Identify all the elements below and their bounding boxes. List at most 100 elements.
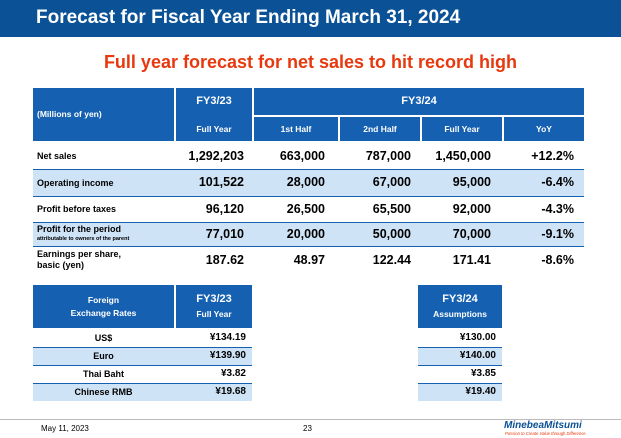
fx-divider [33,365,252,366]
cell-yoy: -4.3% [541,202,574,216]
row-divider [33,222,584,223]
col-yoy: YoY [536,124,552,134]
fy24-label: FY3/24 [401,95,437,107]
fx-row: Chinese RMB ¥19.68 [33,384,252,401]
col-1st-half-cell: 1st Half [254,117,338,141]
cell-1st-half: 663,000 [279,149,325,163]
table-row: Net sales 1,292,203 663,000 787,000 1,45… [33,143,584,170]
fx-divider [418,365,502,366]
fx-assumption-row: ¥19.40 [418,384,502,401]
cell-fy24-full-year: 95,000 [452,175,491,189]
fx-currency: Euro [93,351,114,361]
cell-yoy: +12.2% [531,149,574,163]
row-label: Net sales [37,151,77,161]
col-fy24-full-year: Full Year [444,124,480,134]
col-fy24-full-year-cell: Full Year [422,117,502,141]
cell-2nd-half: 787,000 [365,149,411,163]
fx-fy24-line2: Assumptions [433,309,487,319]
fx-divider [33,383,252,384]
fx-fy23-rate: ¥134.19 [209,332,246,343]
fx-fy23-rate: ¥19.68 [215,386,246,397]
fx-fy24-rate: ¥3.85 [470,368,496,379]
row-label: Profit for the period [37,224,121,234]
table-row: Operating income 101,522 28,000 67,000 9… [33,170,584,196]
fx-divider [418,347,502,348]
fx-fy23-header-cell: FY3/23 Full Year [176,285,252,328]
col-2nd-half-cell: 2nd Half [340,117,420,141]
fx-row: US$ ¥134.19 [33,330,252,347]
row-label: Operating income [37,178,114,188]
cell-fy24-full-year: 92,000 [452,202,491,216]
page-subtitle: Full year forecast for net sales to hit … [103,52,518,72]
cell-yoy: -8.6% [541,253,574,267]
footer-date: May 11, 2023 [41,424,89,433]
page-title: Forecast for Fiscal Year Ending March 31… [36,7,461,28]
row-label: Earnings per share, [37,249,122,259]
cell-yoy: -9.1% [541,227,574,241]
row-label: Profit before taxes [37,204,117,214]
fx-currency: Thai Baht [82,369,124,379]
row-sublabel: basic (yen) [37,260,85,270]
col-2nd-half: 2nd Half [363,124,397,134]
fx-fy23-rate: ¥3.82 [220,368,246,379]
cell-1st-half: 28,000 [286,175,325,189]
cell-fy23-full-year: 187.62 [205,253,244,267]
footer-divider [0,419,621,420]
fx-header-line1: Foreign [87,295,120,305]
unit-header-cell: (Millions of yen) [33,88,174,141]
cell-yoy: -6.4% [541,175,574,189]
row-divider [33,246,584,247]
row-divider [33,169,584,170]
col-fy23-full-year: Full Year [196,124,232,134]
row-sublabel: attributable to owners of the parent [37,236,130,242]
fy23-header-cell: FY3/23 Full Year [176,88,252,141]
fx-divider [418,383,502,384]
fx-assumption-row: ¥140.00 [418,348,502,365]
cell-fy24-full-year: 171.41 [452,253,491,267]
fx-fy24-line1: FY3/24 [442,293,478,305]
col-1st-half: 1st Half [280,124,312,134]
fx-fy23-line2: Full Year [196,309,232,319]
cell-fy23-full-year: 101,522 [198,175,244,189]
fx-row: Thai Baht ¥3.82 [33,366,252,383]
fx-fy24-rate: ¥140.00 [459,350,496,361]
fx-fy24-rate: ¥130.00 [459,332,496,343]
fx-currency: US$ [94,333,113,343]
page-number: 23 [303,424,312,433]
fx-fy24-rate: ¥19.40 [465,386,496,397]
table-row: Profit before taxes 96,120 26,500 65,500… [33,197,584,222]
cell-fy24-full-year: 1,450,000 [435,149,491,163]
fx-fy23-line1: FY3/23 [196,293,232,305]
logo-tagline: Passion to Create Value through Differen… [505,431,586,436]
fx-divider [33,347,252,348]
table-row: Profit for the period attributable to ow… [33,223,584,246]
cell-1st-half: 48.97 [293,253,325,267]
fx-fy24-header-cell: FY3/24 Assumptions [418,285,502,328]
cell-1st-half: 20,000 [286,227,325,241]
cell-1st-half: 26,500 [286,202,325,216]
fx-header-line2: Exchange Rates [70,308,137,318]
fx-fy23-rate: ¥139.90 [209,350,246,361]
fy23-label: FY3/23 [196,95,232,107]
fx-assumption-row: ¥130.00 [418,330,502,347]
cell-2nd-half: 50,000 [372,227,411,241]
cell-2nd-half: 65,500 [372,202,411,216]
cell-fy24-full-year: 70,000 [452,227,491,241]
cell-fy23-full-year: 1,292,203 [188,149,244,163]
company-logo: MinebeaMitsumi Passion to Create Value t… [504,420,616,436]
cell-2nd-half: 122.44 [372,253,411,267]
cell-2nd-half: 67,000 [372,175,411,189]
cell-fy23-full-year: 96,120 [205,202,244,216]
fx-currency: Chinese RMB [74,387,133,397]
unit-label: (Millions of yen) [37,109,102,119]
fx-header-cell: Foreign Exchange Rates [33,285,174,328]
fx-row: Euro ¥139.90 [33,348,252,365]
fx-assumption-row: ¥3.85 [418,366,502,383]
table-row: Earnings per share, basic (yen) 187.62 4… [33,247,584,273]
title-bar: Forecast for Fiscal Year Ending March 31… [0,0,621,37]
row-divider [33,196,584,197]
logo-name: MinebeaMitsumi [504,420,582,431]
fy24-header-cell: FY3/24 [254,88,584,115]
col-yoy-cell: YoY [504,117,584,141]
cell-fy23-full-year: 77,010 [205,227,244,241]
